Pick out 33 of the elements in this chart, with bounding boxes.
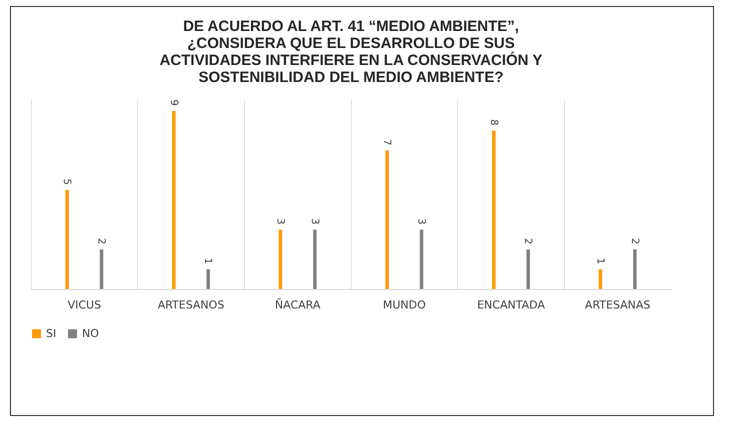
x-tick-label: VICUS: [68, 298, 102, 312]
x-tick-label: ARTESANOS: [158, 298, 224, 312]
bar: [420, 230, 424, 289]
data-label: 1: [202, 258, 214, 264]
bar: [172, 110, 176, 289]
data-label: 9: [168, 100, 179, 106]
legend-label: NO: [82, 326, 100, 340]
bar: [65, 190, 69, 289]
data-label: 2: [96, 238, 107, 244]
x-tick-label: MUNDO: [382, 298, 426, 312]
bar: [278, 230, 282, 289]
bar: [492, 130, 496, 289]
bar: [526, 249, 530, 289]
data-label: 2: [522, 238, 534, 244]
data-label: 3: [308, 218, 320, 225]
data-label: 7: [381, 139, 392, 146]
data-label: 2: [628, 238, 640, 244]
chart-title: DE ACUERDO AL ART. 41 “MEDIO AMBIENTE”, ¿CONSIDERA QUE EL DESARROLLO DE SUS ACTIVIDADES INTERFIERE EN LA CONSERVACIÓN Y SOSTENIBILIDAD DEL MEDIO AMBIENTE?: [160, 18, 542, 86]
bar: [385, 150, 389, 289]
x-tick-label: ARTESANAS: [584, 298, 650, 312]
bar: [206, 269, 210, 289]
x-tick-label: ENCANTADA: [477, 298, 546, 312]
data-label: 5: [61, 178, 72, 186]
x-tick-label: ÑACARA: [274, 298, 321, 312]
data-label: 8: [488, 119, 499, 126]
bar: [633, 249, 637, 289]
data-label: 3: [274, 218, 286, 225]
legend-label: SI: [46, 326, 56, 340]
bar: [100, 249, 104, 289]
data-label: 1: [594, 258, 606, 264]
bar: [313, 230, 317, 289]
data-label: 3: [416, 218, 427, 225]
bar: [598, 269, 602, 289]
